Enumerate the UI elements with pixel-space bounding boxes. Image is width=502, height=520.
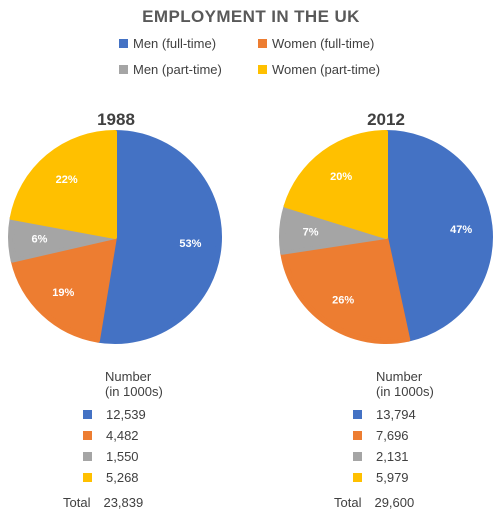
pie-percent-label: 19%	[52, 287, 74, 299]
total-label: Total	[63, 495, 91, 510]
row-swatch	[83, 431, 92, 440]
pie-chart-1988: 53% 19% 6% 22%	[8, 130, 222, 344]
total-row-1988: Total 23,839	[63, 495, 143, 510]
legend-swatch	[119, 65, 128, 74]
row-value: 2,131	[376, 449, 409, 464]
pie-percent-label: 47%	[450, 224, 472, 236]
row-swatch	[83, 473, 92, 482]
table-row: 4,482	[83, 428, 139, 443]
pie-chart-2012: 47% 26% 7% 20%	[279, 130, 493, 344]
row-value: 4,482	[106, 428, 139, 443]
legend: Men (full-time) Women (full-time) Men (p…	[0, 36, 502, 86]
legend-label: Women (full-time)	[272, 36, 375, 51]
pie-slice-fill	[386, 136, 487, 336]
pie-title-1988: 1988	[97, 110, 135, 129]
table-row: 5,268	[83, 470, 139, 485]
row-swatch	[83, 452, 92, 461]
table-row: 13,794	[353, 407, 416, 422]
row-swatch	[353, 452, 362, 461]
legend-label: Women (part-time)	[272, 62, 381, 77]
pie-slice-fill	[285, 208, 386, 251]
table-header-unit: (in 1000s)	[376, 384, 434, 399]
row-value: 5,268	[106, 470, 139, 485]
row-value: 12,539	[106, 407, 146, 422]
pie-percent-label: 53%	[179, 238, 201, 250]
table-row: 1,550	[83, 449, 139, 464]
table-rows-2012: 13,794 7,696 2,131 5,979	[353, 407, 473, 517]
table-2012: Number (in 1000s)	[376, 369, 434, 399]
legend-swatch	[119, 39, 128, 48]
total-row-2012: Total 29,600	[334, 495, 414, 510]
table-header: Number	[105, 369, 152, 384]
row-swatch	[83, 410, 92, 419]
pie-slice-fill	[17, 237, 116, 337]
pie-slice-fill	[16, 136, 116, 237]
pie-percent-label: 7%	[303, 226, 319, 238]
table-header: Number	[376, 369, 423, 384]
total-label: Total	[334, 495, 362, 510]
pie-slice-fill	[100, 136, 216, 338]
pie-title-2012: 2012	[367, 110, 405, 129]
table-row: 5,979	[353, 470, 409, 485]
legend-label: Men (part-time)	[133, 62, 222, 77]
table-row: 2,131	[353, 449, 409, 464]
row-value: 5,979	[376, 470, 409, 485]
table-rows-1988: 12,539 4,482 1,550 5,268	[83, 407, 203, 517]
chart-title: EMPLOYMENT IN THE UK	[142, 7, 360, 26]
pie-percent-label: 22%	[56, 174, 78, 186]
row-swatch	[353, 410, 362, 419]
legend-label: Men (full-time)	[133, 36, 217, 51]
row-value: 1,550	[106, 449, 139, 464]
row-value: 7,696	[376, 428, 409, 443]
row-swatch	[353, 473, 362, 482]
legend-swatch	[258, 65, 267, 74]
table-row: 7,696	[353, 428, 409, 443]
pie-percent-label: 26%	[332, 294, 354, 306]
row-value: 13,794	[376, 407, 416, 422]
pie-slice-fill	[286, 237, 406, 338]
legend-item-women-full-time: Women (full-time)	[258, 36, 374, 51]
total-value: 23,839	[103, 495, 144, 510]
legend-item-men-full-time: Men (full-time)	[119, 36, 216, 51]
pie-percent-label: 20%	[330, 171, 352, 183]
table-header-unit: (in 1000s)	[105, 384, 163, 399]
pie-slice-fill	[14, 220, 116, 258]
table-1988: Number (in 1000s)	[105, 369, 163, 399]
legend-swatch	[258, 39, 267, 48]
pie-percent-label: 6%	[31, 234, 47, 246]
row-swatch	[353, 431, 362, 440]
pie-slice-fill	[290, 136, 386, 237]
legend-item-men-part-time: Men (part-time)	[119, 62, 222, 77]
table-row: 12,539	[83, 407, 146, 422]
legend-item-women-part-time: Women (part-time)	[258, 62, 380, 77]
total-value: 29,600	[374, 495, 415, 510]
